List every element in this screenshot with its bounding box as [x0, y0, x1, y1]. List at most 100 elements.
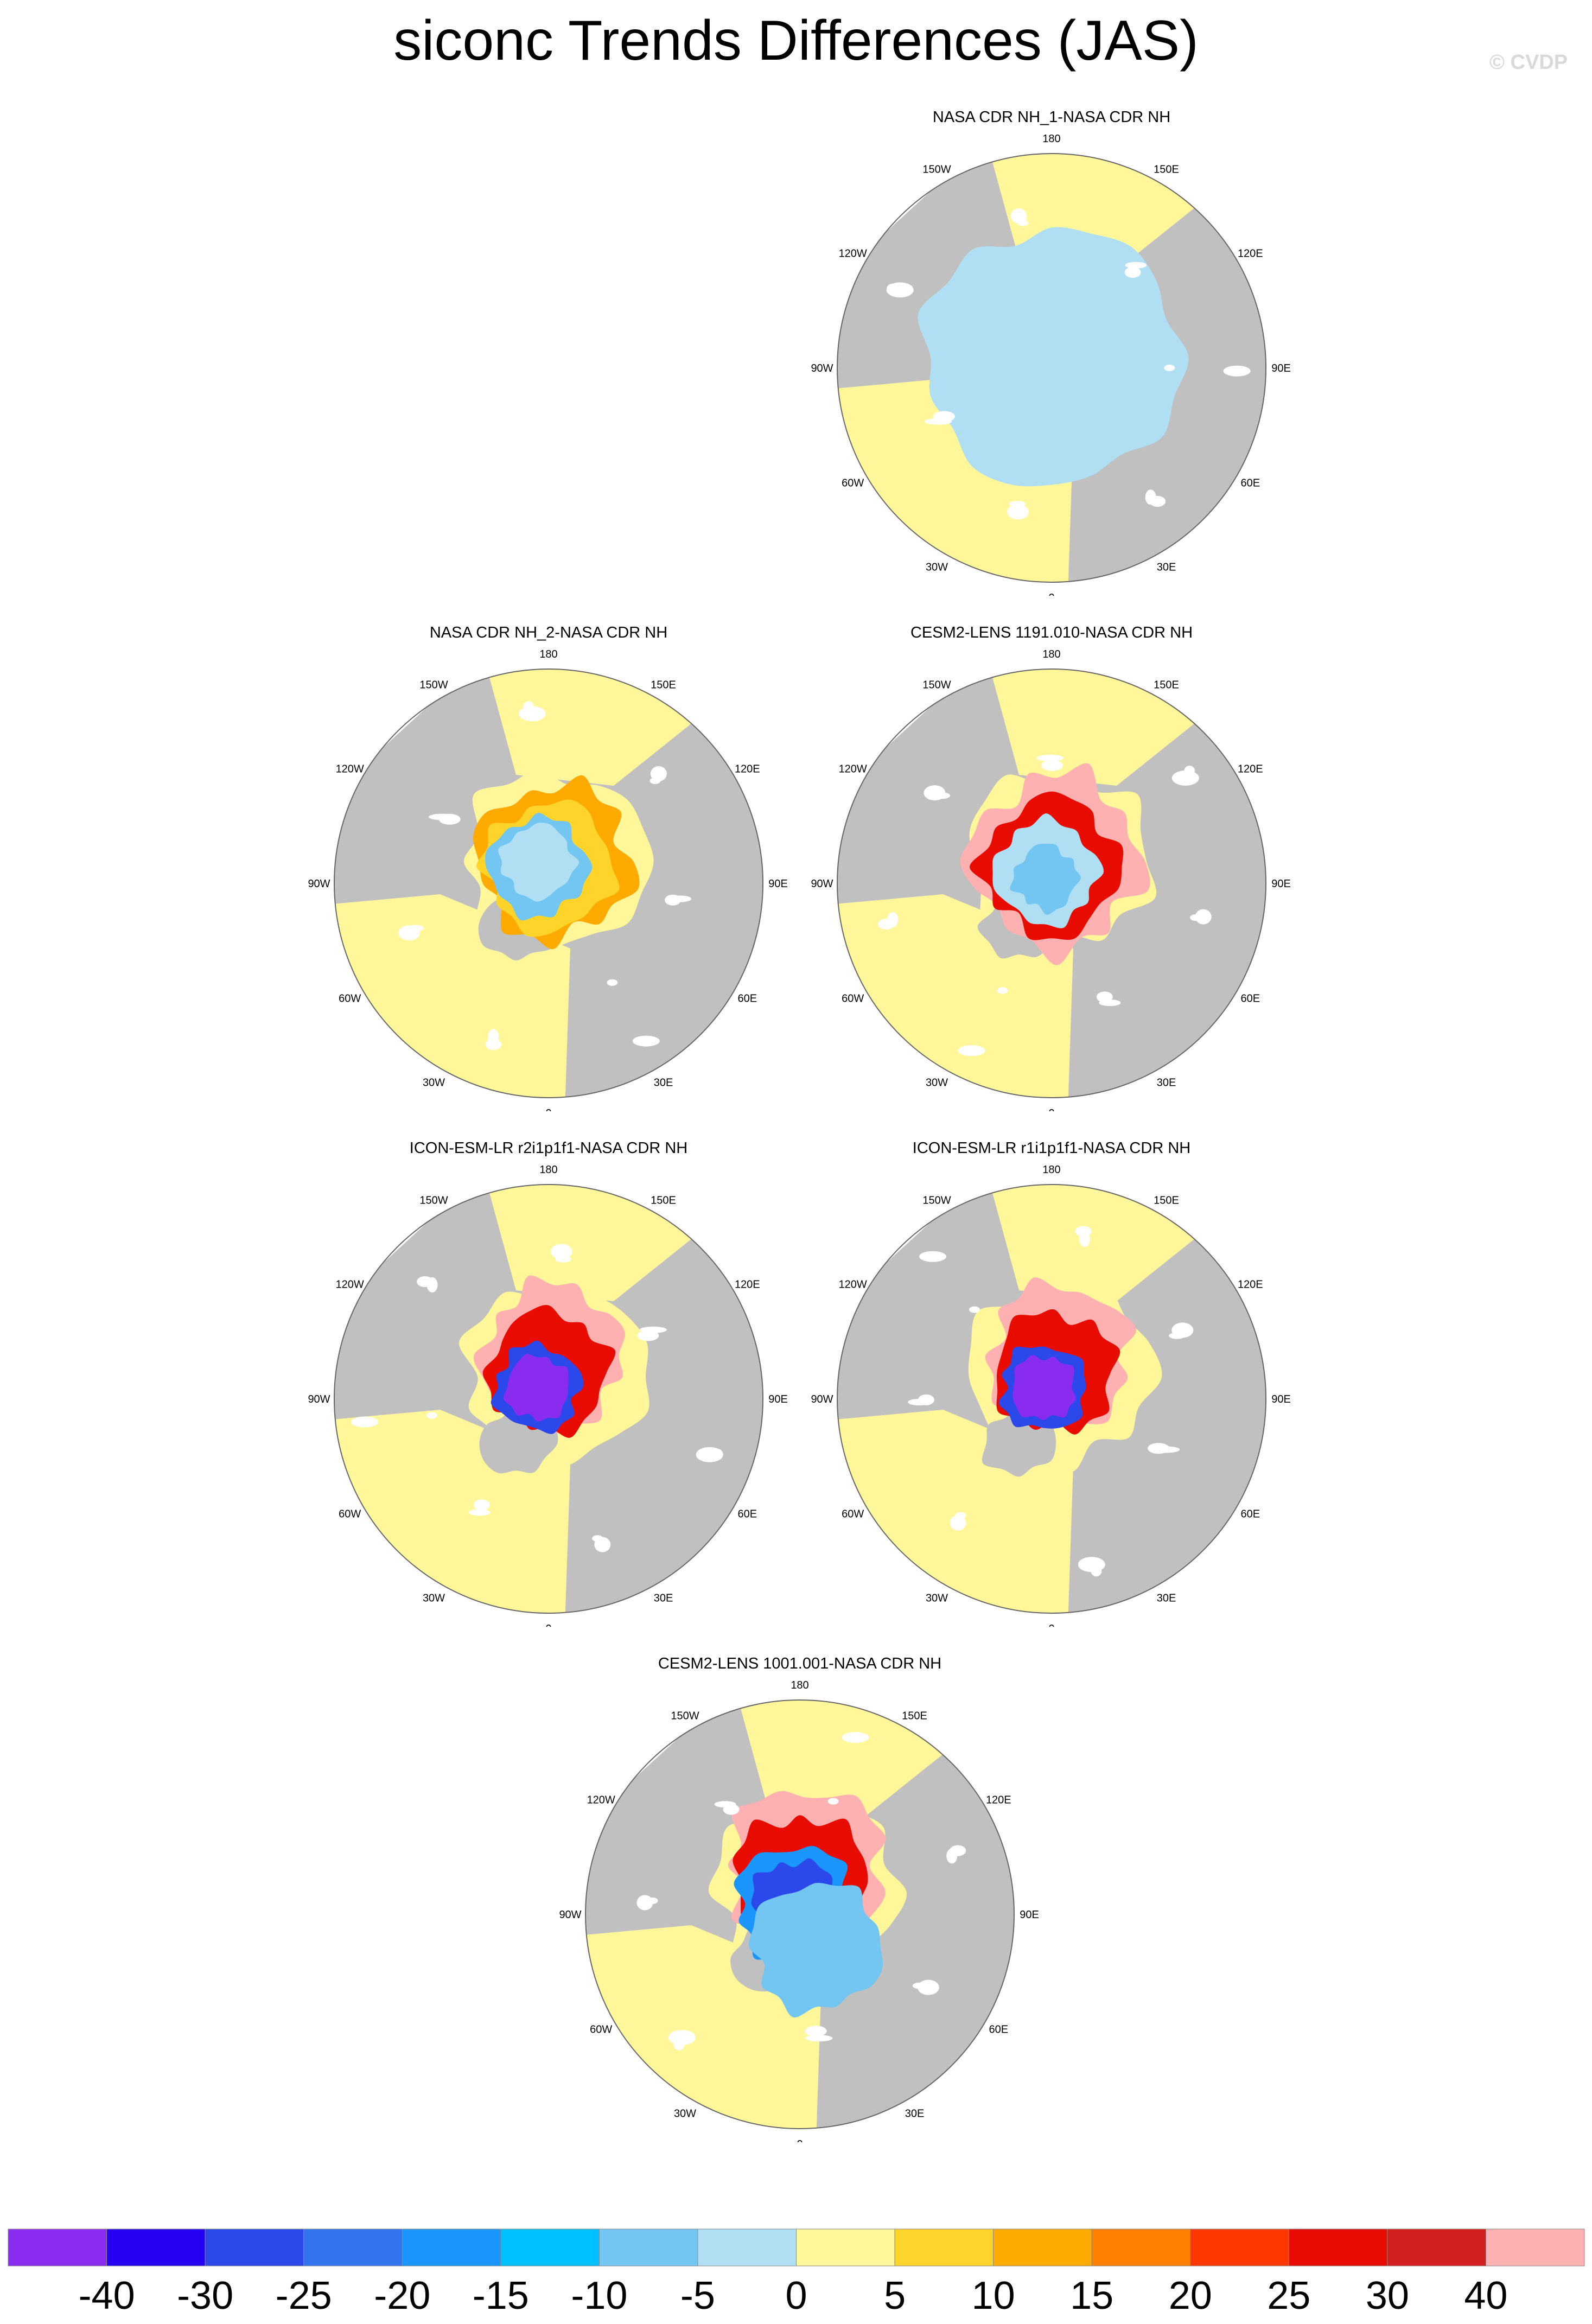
- lake-speck: [519, 706, 546, 722]
- longitude-label: 180: [1042, 648, 1060, 660]
- lake-speck: [1009, 500, 1026, 507]
- lake-speck: [912, 1982, 929, 1989]
- lake-speck: [1171, 770, 1199, 786]
- lake-speck: [1079, 1232, 1090, 1247]
- colorbar-label: 25: [1267, 2274, 1310, 2317]
- lake-speck: [1041, 760, 1063, 771]
- lake-speck: [607, 979, 618, 986]
- longitude-label: 30W: [674, 2107, 696, 2119]
- longitude-label: 150E: [651, 679, 676, 691]
- longitude-label: 0: [1048, 1107, 1054, 1111]
- lake-speck: [488, 1029, 499, 1045]
- longitude-label: 120W: [839, 248, 867, 260]
- colorbar-swatch: [205, 2229, 304, 2266]
- panel-title: ICON-ESM-LR r2i1p1f1-NASA CDR NH: [409, 1139, 688, 1157]
- longitude-label: 150W: [922, 1195, 951, 1207]
- pacific-ocean: [986, 669, 1266, 786]
- colorbar-label: -25: [276, 2274, 332, 2317]
- longitude-label: 60W: [590, 2024, 612, 2036]
- colorbar-label: 5: [884, 2274, 906, 2317]
- longitude-label: 90E: [1271, 362, 1291, 374]
- longitude-label: 150E: [1154, 164, 1179, 176]
- colorbar-label: -20: [374, 2274, 430, 2317]
- lake-speck: [1017, 219, 1029, 226]
- lake-speck: [969, 1306, 980, 1313]
- longitude-label: 60W: [842, 993, 864, 1005]
- longitude-label: 60W: [842, 477, 864, 489]
- longitude-label: 120E: [1238, 248, 1263, 260]
- longitude-label: 90E: [1020, 1909, 1039, 1921]
- colorbar-label: 15: [1070, 2274, 1113, 2317]
- longitude-label: 30W: [926, 1077, 948, 1088]
- colorbar-swatch: [796, 2229, 895, 2266]
- longitude-label: 0: [545, 1623, 551, 1627]
- panel-title: CESM2-LENS 1001.001-NASA CDR NH: [658, 1655, 942, 1672]
- lake-speck: [696, 1447, 723, 1462]
- lake-speck: [1145, 489, 1156, 505]
- longitude-label: 120W: [839, 1279, 867, 1291]
- map-panel-nasa-cdr-nh2: NASA CDR NH_2-NASA CDR NH 180 150E 120E 90E…: [304, 623, 793, 1111]
- colorbar-label: 20: [1169, 2274, 1212, 2317]
- lake-speck: [1036, 754, 1064, 761]
- longitude-label: 120E: [1238, 763, 1263, 775]
- colorbar-swatch: [303, 2229, 403, 2266]
- polar-map: 180 150E 120E 90E 60E 30E 0 30W 60W 90W 120W 150W: [811, 1164, 1291, 1627]
- longitude-label: 30E: [654, 1077, 673, 1088]
- lake-speck: [650, 766, 667, 781]
- lake-speck: [887, 912, 899, 927]
- lake-speck: [886, 282, 914, 298]
- lake-speck: [438, 813, 461, 825]
- lake-speck: [1096, 991, 1113, 1003]
- map-panel-nasa-cdr-nh1: NASA CDR NH_1-NASA CDR NH 180 150E 120E 90E…: [807, 107, 1296, 596]
- trend-anomaly: [918, 227, 1189, 487]
- longitude-label: 120W: [336, 1279, 364, 1291]
- longitude-label: 180: [539, 648, 557, 660]
- lake-speck: [647, 1897, 658, 1904]
- map-boundary: [585, 1699, 1015, 2129]
- panel-title: NASA CDR NH_1-NASA CDR NH: [932, 109, 1171, 126]
- map-panel-cesm2-lens-1191: CESM2-LENS 1191.010-NASA CDR NH 180 150E 1…: [807, 623, 1296, 1111]
- longitude-label: 180: [1042, 133, 1060, 145]
- colorbar-swatch: [1091, 2229, 1191, 2266]
- longitude-label: 0: [1048, 1623, 1054, 1627]
- lake-speck: [805, 2026, 827, 2037]
- lake-speck: [1190, 914, 1201, 921]
- longitude-label: 90W: [811, 1393, 833, 1405]
- lake-speck: [407, 925, 424, 932]
- longitude-label: 30W: [423, 1077, 445, 1088]
- panel-title: CESM2-LENS 1191.010-NASA CDR NH: [910, 624, 1193, 641]
- longitude-label: 150W: [922, 164, 951, 176]
- longitude-label: 120E: [986, 1794, 1011, 1806]
- cvdp-watermark: © CVDP: [1489, 51, 1568, 74]
- longitude-label: 30W: [926, 561, 948, 573]
- colorbar-swatch: [1387, 2229, 1486, 2266]
- longitude-label: 180: [791, 1679, 808, 1691]
- longitude-label: 120W: [587, 1794, 615, 1806]
- colorbar-label: 30: [1366, 2274, 1409, 2317]
- longitude-label: 60W: [842, 1508, 864, 1520]
- lake-speck: [632, 1035, 660, 1047]
- map-panel-icon-esm-r1: ICON-ESM-LR r1i1p1f1-NASA CDR NH 180 150E…: [807, 1138, 1296, 1627]
- polar-map: 180 150E 120E 90E 60E 30E 0 30W 60W 90W 120W 150W: [308, 648, 787, 1111]
- lake-speck: [842, 1732, 869, 1743]
- colorbar-swatch: [1485, 2229, 1585, 2266]
- longitude-label: 120W: [336, 763, 364, 775]
- lake-speck: [1169, 1332, 1186, 1339]
- longitude-label: 180: [539, 1164, 557, 1176]
- lake-speck: [958, 1045, 985, 1056]
- longitude-label: 30E: [1157, 561, 1176, 573]
- longitude-label: 150W: [419, 679, 448, 691]
- longitude-label: 0: [1048, 592, 1054, 596]
- colorbar-label: -30: [177, 2274, 233, 2317]
- colorbar-swatch: [106, 2229, 206, 2266]
- trend-anomaly: [504, 1354, 569, 1422]
- polar-map: 180 150E 120E 90E 60E 30E 0 30W 60W 90W 120W 150W: [559, 1679, 1039, 2142]
- longitude-label: 150E: [902, 1710, 927, 1722]
- panel-title: ICON-ESM-LR r1i1p1f1-NASA CDR NH: [912, 1139, 1191, 1157]
- lake-speck: [805, 2035, 833, 2042]
- longitude-label: 150E: [651, 1195, 676, 1207]
- longitude-label: 0: [797, 2138, 803, 2142]
- map-boundary: [837, 153, 1266, 583]
- longitude-label: 90E: [1271, 1393, 1291, 1405]
- colorbar-swatch: [894, 2229, 994, 2266]
